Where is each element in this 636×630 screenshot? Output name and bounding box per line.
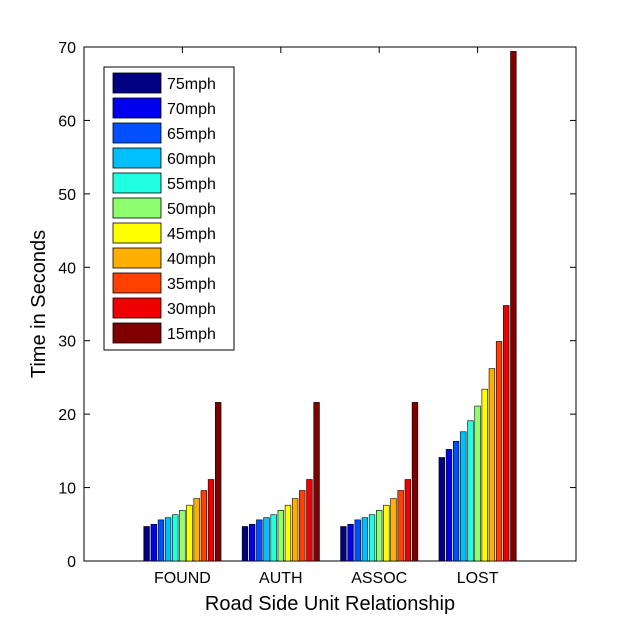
legend-label: 15mph <box>167 326 216 343</box>
y-axis-title: Time in Seconds <box>28 230 50 378</box>
bar-found-35mph <box>200 490 208 562</box>
bar-found-45mph <box>186 504 193 562</box>
bar-assoc-60mph <box>361 517 369 562</box>
bar-lost-55mph <box>467 420 474 562</box>
bar-auth-50mph <box>277 510 284 562</box>
bar-auth-70mph <box>249 523 256 562</box>
legend-label: 60mph <box>167 151 216 168</box>
bar-found-55mph <box>172 514 179 562</box>
bar-auth-40mph <box>291 498 299 562</box>
legend-swatch <box>112 322 162 344</box>
bar-auth-75mph <box>241 526 249 562</box>
legend-label: 75mph <box>167 76 216 93</box>
legend-swatch <box>112 222 162 244</box>
bar-auth-65mph <box>256 519 263 562</box>
legend-swatch <box>112 247 162 269</box>
y-tick-label: 50 <box>58 187 76 204</box>
bar-auth-55mph <box>270 514 277 562</box>
legend-label: 50mph <box>167 201 216 218</box>
legend-swatch <box>112 272 162 294</box>
bar-found-15mph <box>215 402 222 562</box>
bar-assoc-65mph <box>354 519 361 562</box>
bar-found-65mph <box>157 519 165 562</box>
y-axis-ticks: 0 10 20 30 40 50 60 70 <box>58 40 576 571</box>
bar-assoc-75mph <box>340 526 347 562</box>
bar-found-75mph <box>143 526 150 562</box>
legend-swatch <box>112 72 162 94</box>
bar-lost-35mph <box>495 341 503 562</box>
bar-assoc-55mph <box>368 514 376 562</box>
y-tick-label: 40 <box>58 260 76 277</box>
bars-group <box>143 51 517 562</box>
bar-found-30mph <box>207 479 215 562</box>
x-tick-label: LOST <box>457 570 499 587</box>
bar-auth-30mph <box>306 479 313 562</box>
bar-lost-45mph <box>481 388 488 562</box>
legend-label: 30mph <box>167 301 216 318</box>
x-axis-ticks: FOUND AUTH ASSOC LOST <box>154 47 499 587</box>
legend-swatch <box>112 97 162 119</box>
bar-found-40mph <box>193 498 200 562</box>
bar-lost-75mph <box>438 457 445 562</box>
x-tick-label: FOUND <box>154 570 211 587</box>
bar-assoc-30mph <box>404 479 411 562</box>
x-tick-label: AUTH <box>259 570 303 587</box>
legend-label: 65mph <box>167 126 216 143</box>
bar-assoc-45mph <box>383 504 390 562</box>
bar-found-50mph <box>179 510 186 562</box>
bar-auth-45mph <box>284 504 292 562</box>
bar-lost-50mph <box>474 405 481 562</box>
legend-swatch <box>112 122 162 144</box>
legend: 75mph 70mph 65mph 60mph 55mph 50mph 45mph 40mph… <box>103 66 235 351</box>
y-tick-label: 0 <box>67 554 76 571</box>
x-tick-label: ASSOC <box>351 570 407 587</box>
legend-label: 55mph <box>167 176 216 193</box>
bar-lost-15mph <box>510 51 517 562</box>
legend-swatch <box>112 147 162 169</box>
bar-found-60mph <box>164 517 172 562</box>
bar-auth-15mph <box>313 402 320 562</box>
y-tick-label: 10 <box>58 481 76 498</box>
legend-swatch <box>112 197 162 219</box>
bar-lost-65mph <box>452 441 460 562</box>
bar-lost-70mph <box>445 449 453 562</box>
y-tick-label: 30 <box>58 334 76 351</box>
bar-auth-35mph <box>299 490 306 562</box>
bar-assoc-40mph <box>390 498 397 562</box>
x-axis-title: Road Side Unit Relationship <box>205 593 455 615</box>
bar-assoc-50mph <box>376 510 383 562</box>
legend-label: 35mph <box>167 276 216 293</box>
bar-auth-60mph <box>263 517 270 562</box>
bar-assoc-35mph <box>397 490 404 562</box>
bar-found-70mph <box>150 523 157 562</box>
y-tick-label: 70 <box>58 40 76 57</box>
bar-lost-40mph <box>488 368 496 562</box>
legend-label: 40mph <box>167 251 216 268</box>
y-tick-label: 60 <box>58 113 76 130</box>
legend-swatch <box>112 297 162 319</box>
legend-swatch <box>112 172 162 194</box>
legend-label: 70mph <box>167 101 216 118</box>
bar-assoc-15mph <box>411 402 419 562</box>
legend-label: 45mph <box>167 226 216 243</box>
bar-lost-30mph <box>503 305 510 562</box>
y-tick-label: 20 <box>58 407 76 424</box>
bar-lost-60mph <box>460 431 467 562</box>
bar-assoc-70mph <box>347 523 354 562</box>
